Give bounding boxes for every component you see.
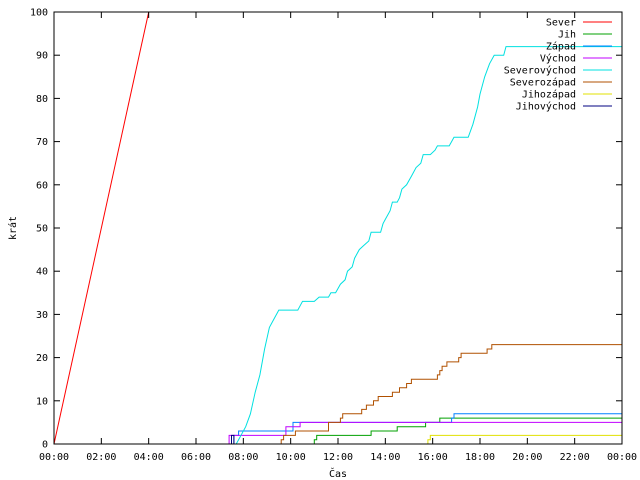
x-tick-label: 14:00	[370, 452, 400, 463]
series-line-5	[54, 46, 622, 444]
y-axis-label: krát	[7, 216, 19, 240]
x-tick-label: 00:00	[39, 452, 69, 463]
legend-label: Jih	[558, 30, 576, 41]
y-tick-label: 30	[36, 310, 48, 321]
series-line-8	[54, 434, 622, 444]
x-tick-label: 10:00	[276, 452, 306, 463]
legend-label: Jihovýchod	[516, 101, 576, 113]
legend-label: Severovýchod	[504, 65, 576, 77]
legend-label: Jihozápad	[522, 89, 576, 101]
y-tick-label: 80	[36, 94, 48, 105]
y-tick-label: 60	[36, 180, 48, 191]
series-line-6	[54, 344, 622, 444]
x-tick-label: 02:00	[86, 452, 116, 463]
series-line-1	[54, 12, 150, 444]
y-tick-label: 10	[36, 396, 48, 407]
legend-label: Východ	[540, 53, 576, 65]
y-tick-label: 100	[30, 8, 48, 19]
y-tick-label: 90	[36, 51, 48, 62]
series-line-7	[54, 434, 622, 444]
x-tick-label: 18:00	[465, 452, 495, 463]
legend: SeverJihZápadVýchodSeverovýchodSeverozáp…	[504, 18, 612, 113]
y-tick-label: 0	[42, 440, 48, 451]
x-tick-label: 08:00	[228, 452, 258, 463]
x-tick-label: 22:00	[560, 452, 590, 463]
x-tick-label: 04:00	[134, 452, 164, 463]
y-tick-label: 20	[36, 353, 48, 364]
x-tick-label: 16:00	[418, 452, 448, 463]
x-tick-label: 20:00	[512, 452, 542, 463]
y-tick-label: 70	[36, 137, 48, 148]
y-tick-label: 40	[36, 267, 48, 278]
x-axis-label: Čas	[329, 467, 347, 480]
legend-label: Sever	[546, 18, 576, 29]
legend-label: Severozápad	[510, 77, 576, 89]
x-tick-label: 06:00	[181, 452, 211, 463]
y-tick-label: 50	[36, 224, 48, 235]
x-tick-label: 00:00	[607, 452, 637, 463]
x-tick-label: 12:00	[323, 452, 353, 463]
legend-label: Západ	[546, 41, 576, 53]
series-line-4	[54, 421, 622, 444]
